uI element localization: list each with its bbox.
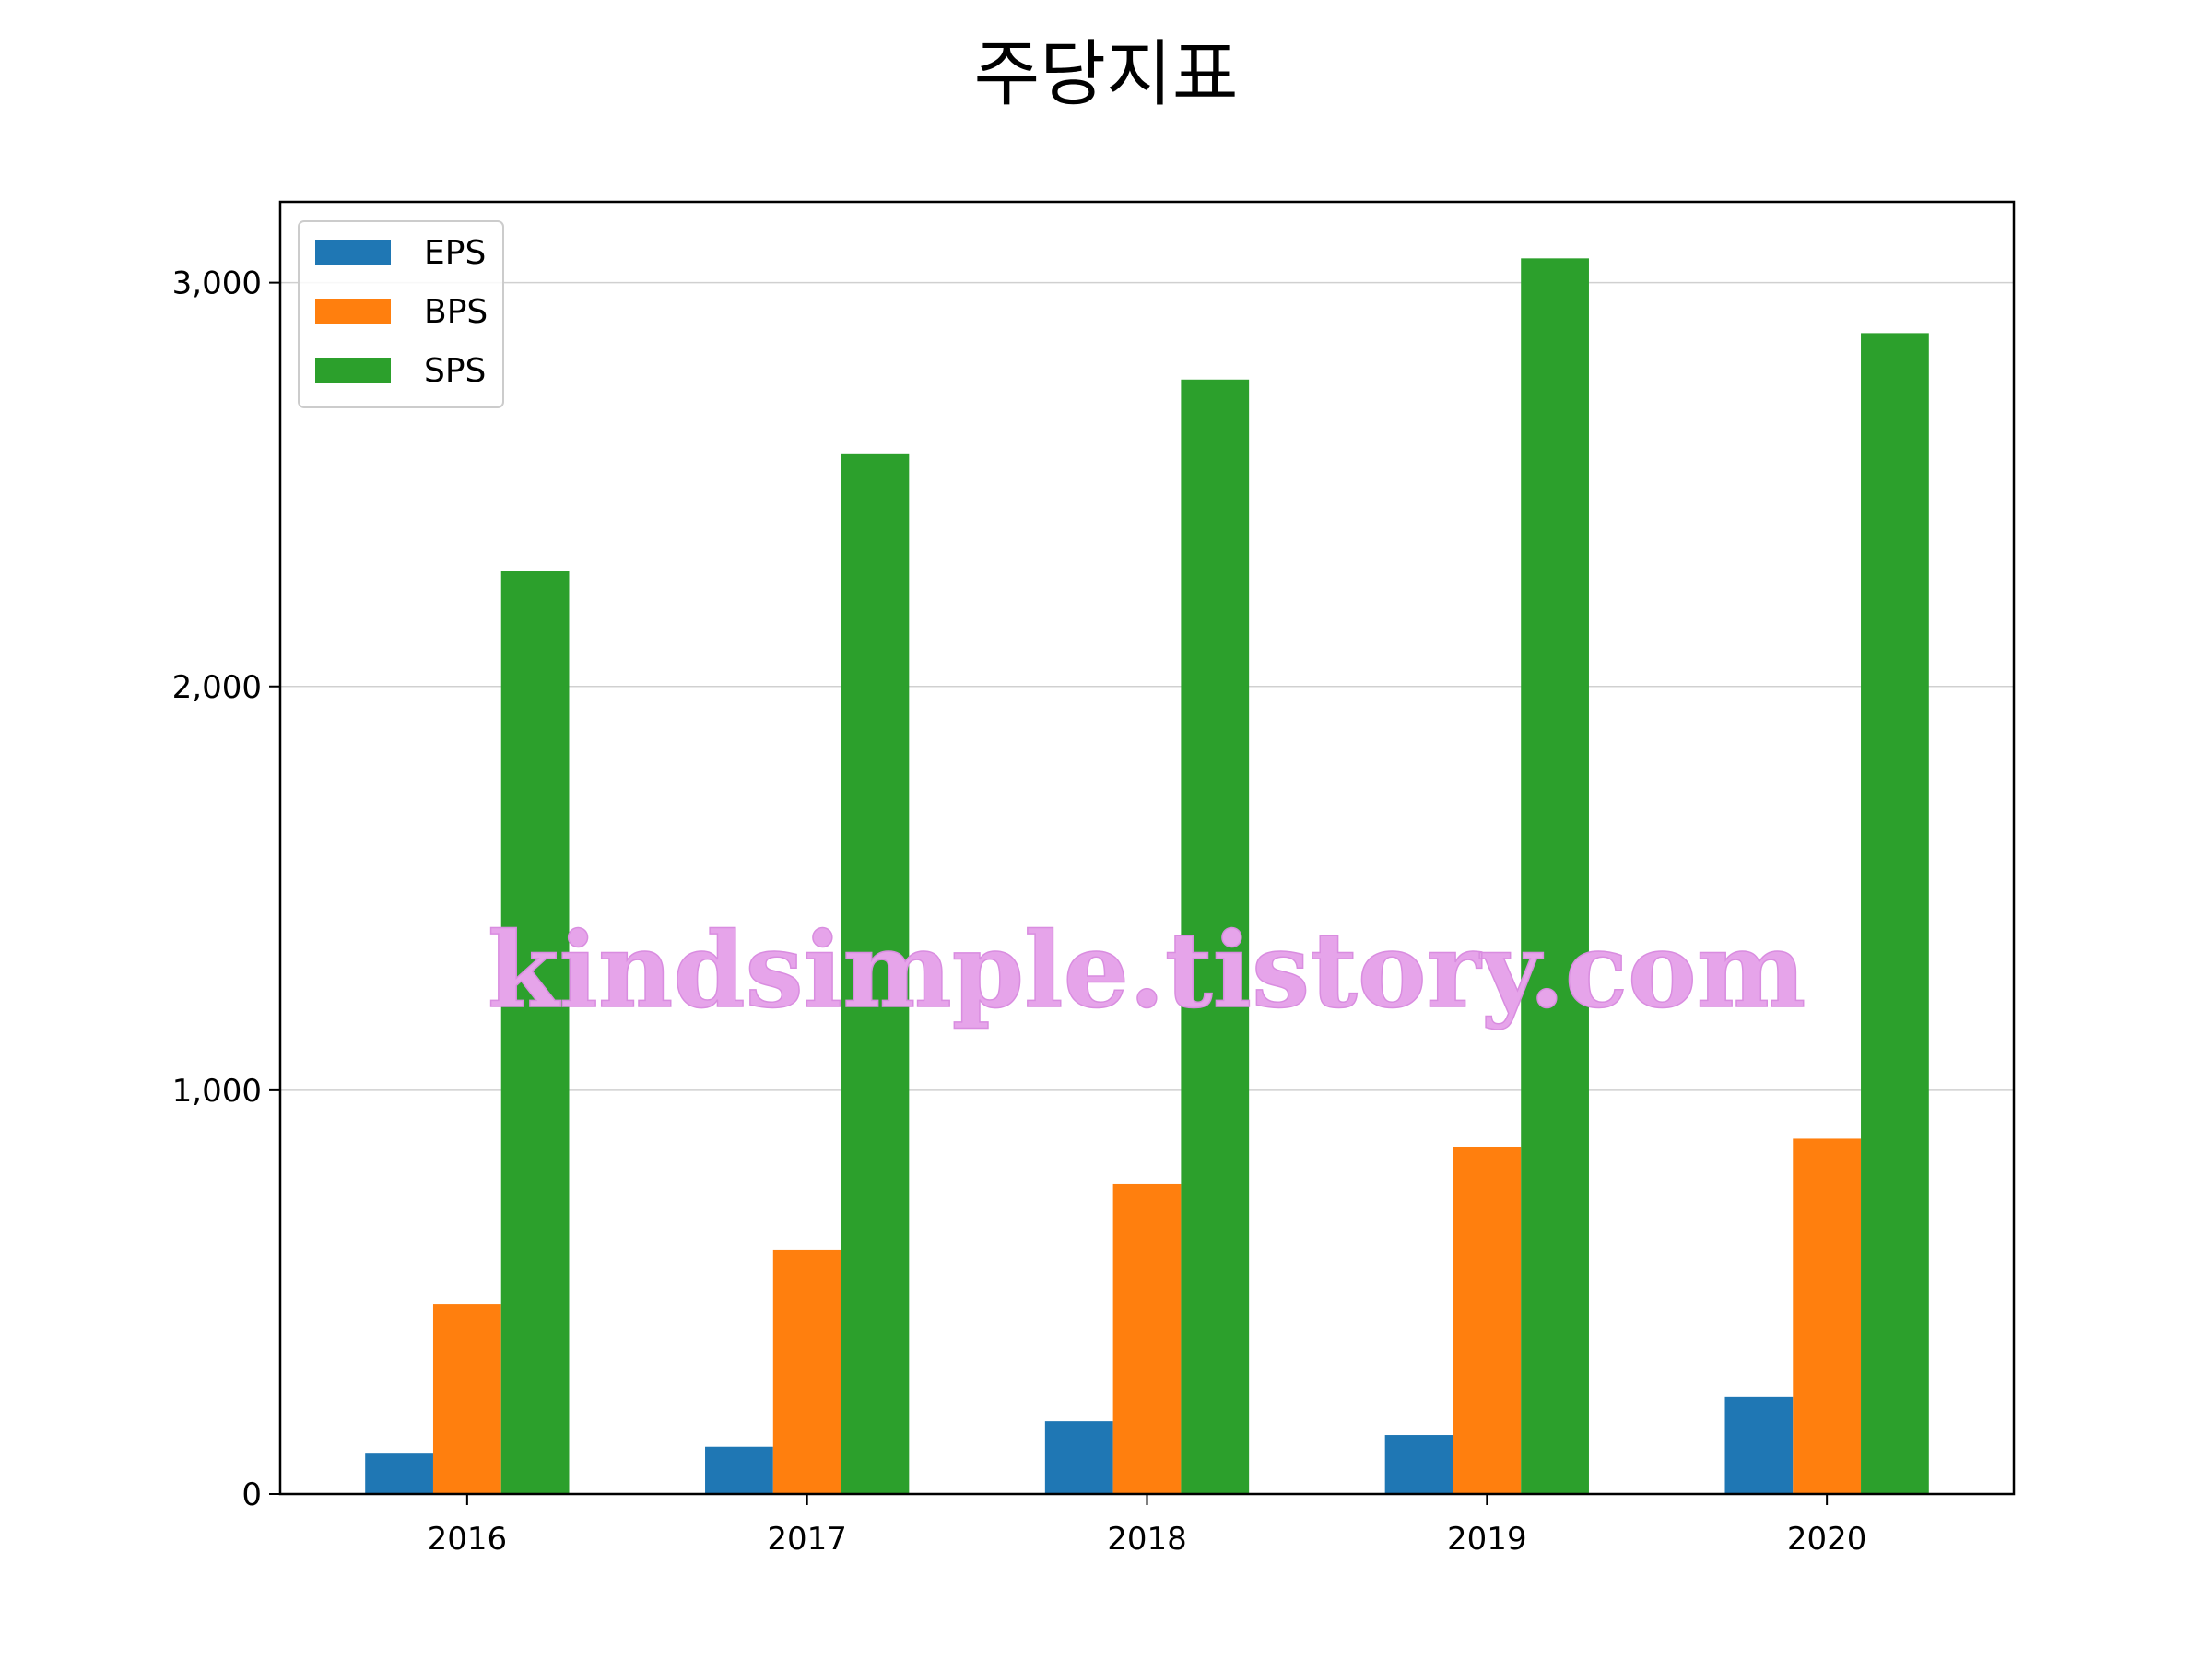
legend-swatch-eps <box>315 240 391 265</box>
watermark: kindsimple.tistory.com <box>488 911 1806 1031</box>
bar-sps-2016 <box>500 571 570 1494</box>
bars <box>365 258 1929 1494</box>
legend-swatch-bps <box>315 299 391 324</box>
bar-eps-2016 <box>365 1453 433 1494</box>
y-tick-label: 3,000 <box>172 265 262 302</box>
y-tick-label: 1,000 <box>172 1073 262 1110</box>
bar-sps-2017 <box>841 453 910 1494</box>
x-tick-label: 2016 <box>428 1521 508 1558</box>
chart-title: 주당지표 <box>973 33 1239 116</box>
bar-eps-2019 <box>1384 1435 1453 1494</box>
legend-label-eps: EPS <box>424 234 486 272</box>
bar-bps-2020 <box>1793 1138 1862 1494</box>
y-tick-label: 0 <box>241 1477 262 1513</box>
x-tick-label: 2020 <box>1787 1521 1867 1558</box>
bar-bps-2017 <box>772 1249 841 1494</box>
x-tick-label: 2017 <box>767 1521 847 1558</box>
legend: EPS BPS SPS <box>298 220 504 408</box>
bar-eps-2017 <box>705 1446 773 1494</box>
legend-label-sps: SPS <box>424 352 486 390</box>
x-axis: 2016 2017 2018 2019 2020 <box>428 1494 1867 1558</box>
bar-sps-2019 <box>1521 258 1589 1494</box>
y-tick-label: 2,000 <box>172 669 262 706</box>
y-axis: 0 1,000 2,000 3,000 <box>172 265 280 1513</box>
x-tick-label: 2019 <box>1447 1521 1527 1558</box>
legend-label-bps: BPS <box>424 293 488 331</box>
bar-bps-2019 <box>1453 1147 1522 1494</box>
bar-bps-2018 <box>1112 1183 1182 1494</box>
bar-eps-2020 <box>1724 1396 1794 1494</box>
bar-eps-2018 <box>1044 1421 1113 1494</box>
bar-bps-2016 <box>432 1304 501 1494</box>
x-tick-label: 2018 <box>1107 1521 1187 1558</box>
bar-sps-2018 <box>1181 379 1250 1494</box>
legend-swatch-sps <box>315 358 391 383</box>
bar-sps-2020 <box>1861 333 1929 1494</box>
